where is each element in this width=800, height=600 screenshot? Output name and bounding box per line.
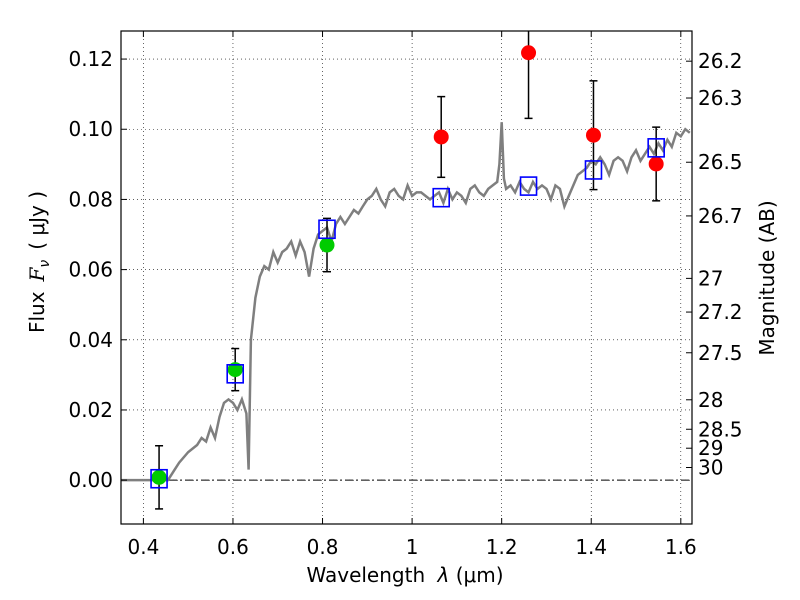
- model-box-marker: [432, 187, 451, 208]
- red-point: [648, 156, 664, 172]
- y-axis-label-unit: ( μJy ): [25, 191, 49, 250]
- y-axis-label-sub: ν: [37, 260, 53, 268]
- green-point: [319, 237, 335, 253]
- magnitude-tick-label: 26.3: [698, 86, 743, 110]
- magnitude-tick-label: 27: [698, 266, 723, 290]
- y-axis-label-text: Flux: [25, 291, 49, 333]
- red-point: [521, 45, 537, 61]
- magnitude-tick-label: 26.5: [698, 150, 743, 174]
- x-tick-label: 0.8: [307, 535, 339, 559]
- magnitude-tick-label: 26.7: [698, 204, 743, 228]
- y-tick-label: 0.04: [68, 328, 113, 352]
- red-point: [585, 127, 601, 143]
- magnitude-tick-label: 26.2: [698, 49, 743, 73]
- model-box-marker: [226, 364, 244, 384]
- magnitude-tick-label: 29: [698, 436, 723, 460]
- model-box-marker: [647, 138, 665, 158]
- magnitude-tick-label: 30: [698, 456, 723, 480]
- x-tick-label: 1.4: [575, 535, 607, 559]
- axis-ticks: 0.4 0.6 0.8 1 1.2 1.4 1.6 0.00 0.02 0.04 0.06 0.08 0…: [68, 31, 743, 559]
- magnitude-tick-label: 27.2: [698, 300, 743, 324]
- model-box-marker: [150, 468, 168, 489]
- y-axis-label: Flux Fν ( μJy ): [25, 191, 53, 333]
- red-point: [433, 129, 449, 145]
- magnitude-tick-label: 28: [698, 388, 723, 412]
- x-axis-label-text: Wavelength: [306, 563, 425, 587]
- x-axis-label-unit: (μm): [456, 563, 504, 587]
- x-axis-label-symbol: λ: [437, 563, 450, 587]
- x-tick-label: 1: [406, 535, 419, 559]
- y-tick-label: 0.02: [68, 398, 113, 422]
- x-axis-label: Wavelength λ (μm): [306, 563, 503, 587]
- x-tick-label: 1.2: [486, 535, 518, 559]
- template-spectrum-line: [121, 122, 691, 482]
- model-box-marker: [318, 219, 336, 240]
- y-tick-label: 0.10: [68, 117, 113, 141]
- y-tick-label: 0.08: [68, 187, 113, 211]
- y-tick-label: 0.00: [68, 468, 113, 492]
- magnitude-tick-label: 27.5: [698, 341, 743, 365]
- plot-frame: [120, 30, 693, 525]
- magnitude-axis-label: Magnitude (AB): [755, 200, 779, 355]
- x-tick-label: 0.4: [127, 535, 159, 559]
- y-tick-label: 0.12: [68, 47, 113, 71]
- green-point: [151, 469, 167, 485]
- x-tick-label: 1.6: [665, 535, 697, 559]
- model-box-marker: [519, 176, 538, 196]
- magnitude-tick-label: 28.5: [698, 417, 743, 441]
- grid-lines: [121, 31, 692, 524]
- model-boxes: [150, 138, 665, 489]
- data-points: [151, 45, 664, 485]
- y-axis-label-symbol: F: [25, 266, 49, 282]
- error-bars: [155, 31, 661, 510]
- y-tick-label: 0.06: [68, 258, 113, 282]
- model-box-marker: [584, 160, 603, 180]
- green-point: [227, 362, 243, 378]
- x-tick-label: 0.6: [217, 535, 249, 559]
